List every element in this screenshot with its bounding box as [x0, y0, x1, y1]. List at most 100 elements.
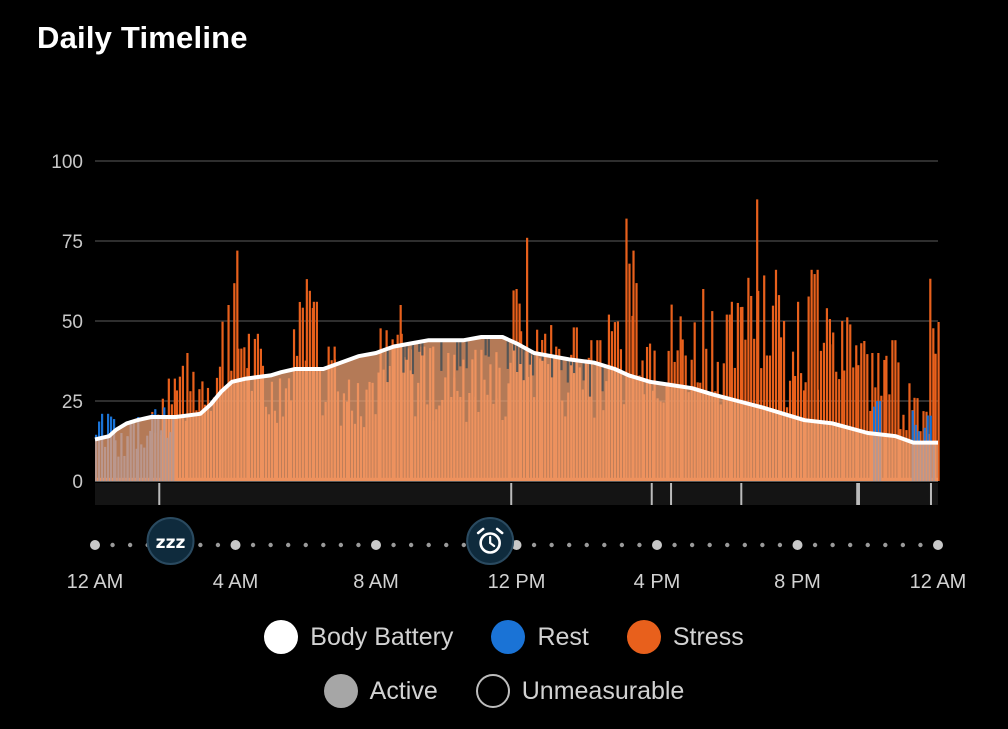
- body-battery-line: [94, 335, 938, 445]
- stress-bar: [810, 269, 813, 481]
- stress-bar: [916, 398, 919, 481]
- hour-dot: [830, 542, 835, 548]
- stress-bar: [736, 302, 739, 481]
- x-tick-label: 8 AM: [353, 571, 399, 593]
- active-dip: [582, 361, 585, 381]
- alarm-clock-icon: [466, 517, 515, 565]
- active-dip: [550, 356, 554, 378]
- stress-bar: [894, 340, 897, 481]
- active-dip: [487, 337, 490, 357]
- stress-bar: [625, 218, 628, 481]
- hour-dot: [792, 540, 803, 550]
- y-tick-label: 50: [62, 312, 83, 333]
- active-dip: [506, 338, 509, 369]
- x-tick-label: 12 AM: [67, 571, 124, 593]
- stress-bar: [883, 359, 886, 481]
- clock-hands: [489, 535, 496, 548]
- hour-dot: [865, 542, 870, 548]
- hour-dot: [812, 542, 818, 548]
- hour-dot: [566, 542, 572, 548]
- hour-dot: [371, 540, 381, 550]
- stress-bar: [796, 301, 800, 481]
- active-dip: [566, 358, 569, 383]
- stress-bar: [857, 365, 860, 481]
- stress-bar: [782, 321, 786, 481]
- stress-bar: [871, 353, 874, 481]
- legend-dot: [475, 674, 510, 708]
- active-dip: [519, 344, 522, 365]
- hour-dot: [707, 542, 712, 548]
- hour-dot: [549, 542, 554, 548]
- stress-bar: [932, 328, 935, 481]
- hour-dot: [268, 542, 273, 548]
- legend-item-active: Active: [323, 674, 438, 708]
- stress-bar: [741, 306, 744, 481]
- active-dip: [411, 343, 415, 375]
- stress-bar: [934, 353, 937, 481]
- hour-dot: [652, 540, 662, 550]
- legend-row-1: Body Battery Rest Stress: [0, 620, 1008, 654]
- legend-item-body-battery: Body Battery: [264, 620, 453, 654]
- hour-dot: [198, 542, 203, 548]
- stress-bar: [891, 340, 894, 481]
- active-dip: [421, 341, 424, 356]
- legend-label: Rest: [537, 622, 589, 651]
- stress-bar: [849, 324, 852, 481]
- stress-bar: [897, 362, 900, 481]
- hour-dot: [303, 542, 308, 548]
- hour-dot: [127, 542, 133, 548]
- active-dip: [528, 350, 531, 365]
- hour-dot: [215, 542, 221, 548]
- x-tick-label: 12 AM: [910, 571, 967, 593]
- active-dip: [601, 364, 604, 392]
- battery-fill: [95, 337, 938, 481]
- legend-dot: [323, 674, 358, 708]
- hour-dot: [408, 542, 414, 548]
- stress-bar: [628, 263, 631, 481]
- stress-bar: [860, 343, 863, 481]
- legend-label: Unmeasurable: [521, 676, 685, 705]
- stress-bar: [825, 308, 829, 481]
- hour-dot: [689, 542, 695, 548]
- x-tick-label: 4 PM: [634, 571, 681, 593]
- hour-dot: [933, 540, 943, 550]
- clock-face: [479, 532, 501, 554]
- stress-bar: [757, 290, 760, 481]
- stress-bar: [813, 274, 816, 481]
- stress-bar: [877, 353, 880, 481]
- active-dip: [531, 351, 535, 376]
- hour-dot: [321, 542, 326, 548]
- timeline-strip: [95, 483, 938, 505]
- legend-item-rest: Rest: [491, 620, 589, 654]
- hour-dot: [672, 542, 677, 548]
- stress-bar: [632, 250, 635, 481]
- active-dip: [402, 345, 405, 373]
- clock-bell: [476, 527, 485, 535]
- marker-label: zzz: [156, 533, 186, 553]
- stress-bar: [730, 301, 733, 481]
- legend-row-2: Active Unmeasurable: [0, 674, 1008, 708]
- battery-line: [94, 335, 938, 445]
- hour-dot: [338, 542, 344, 548]
- hour-dot: [584, 542, 589, 548]
- stress-bar: [819, 350, 823, 481]
- hour-dot: [356, 542, 361, 548]
- hour-dot: [110, 542, 115, 548]
- x-tick-label: 8 PM: [774, 571, 821, 593]
- hour-dot: [760, 542, 765, 548]
- active-dip: [440, 340, 443, 371]
- active-dip: [573, 359, 576, 374]
- active-dip: [512, 341, 516, 351]
- stress-bar: [739, 307, 742, 481]
- y-tick-labels: 0 25 50 75 100: [51, 152, 83, 493]
- clock-bell: [495, 527, 504, 535]
- stress-bar: [816, 269, 819, 481]
- hour-dot: [918, 542, 923, 548]
- page-title: Daily Timeline: [37, 20, 248, 55]
- body-battery-area: [95, 337, 938, 481]
- active-dip: [459, 340, 462, 367]
- legend-dot: [626, 620, 661, 654]
- hour-dot: [637, 542, 642, 548]
- active-dip: [386, 349, 389, 383]
- hour-dot: [461, 542, 467, 548]
